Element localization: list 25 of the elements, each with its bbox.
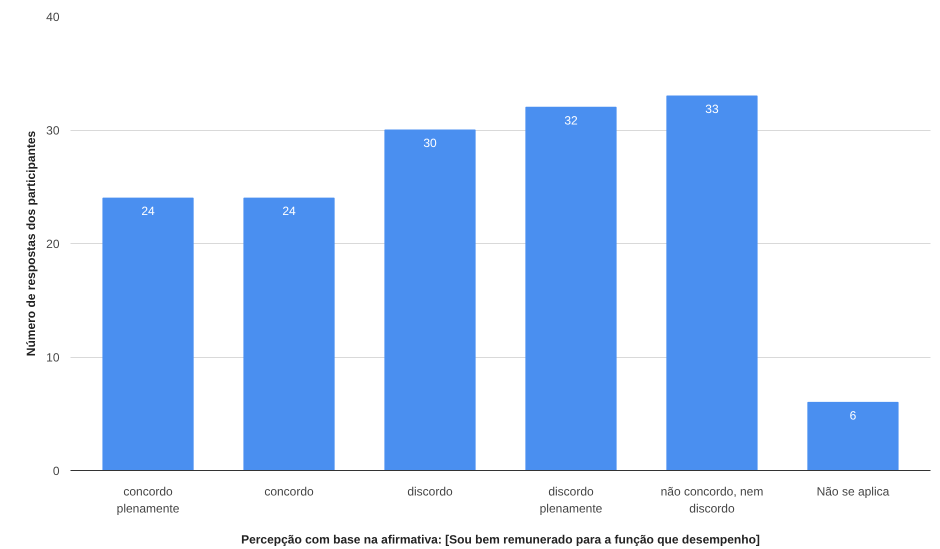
- y-tick-label: 20: [46, 237, 60, 251]
- x-tick-label: discordo plenamente: [540, 484, 603, 516]
- x-tick-label: discordo: [407, 484, 454, 498]
- y-tick-label: 0: [52, 464, 60, 478]
- bar: [666, 95, 758, 470]
- data-label: 6: [850, 408, 857, 422]
- y-tick-label: 10: [46, 350, 60, 364]
- x-axis-title: Percepção com base na afirmativa: [Sou bem remunerado para a função que desempenho]: [241, 532, 760, 546]
- x-tick-label: concordo: [264, 484, 314, 498]
- data-label: 30: [423, 136, 438, 150]
- bar: [384, 130, 476, 470]
- data-label: 33: [705, 102, 719, 116]
- y-tick-label: 30: [46, 124, 60, 138]
- data-label: 32: [564, 113, 578, 128]
- bar: [102, 198, 194, 470]
- data-label: 24: [141, 204, 156, 218]
- data-label: 24: [282, 204, 296, 218]
- x-tick-label: Não se aplica: [816, 484, 890, 498]
- bar: [525, 106, 617, 470]
- y-axis-title: Número de respostas dos participantes: [24, 130, 38, 356]
- bar: [807, 402, 899, 470]
- x-tick-label: não concordo, nem discordo: [660, 484, 764, 516]
- x-tick-label: concordo plenamente: [116, 484, 180, 516]
- y-tick-label: 40: [46, 10, 60, 24]
- bar: [243, 198, 335, 470]
